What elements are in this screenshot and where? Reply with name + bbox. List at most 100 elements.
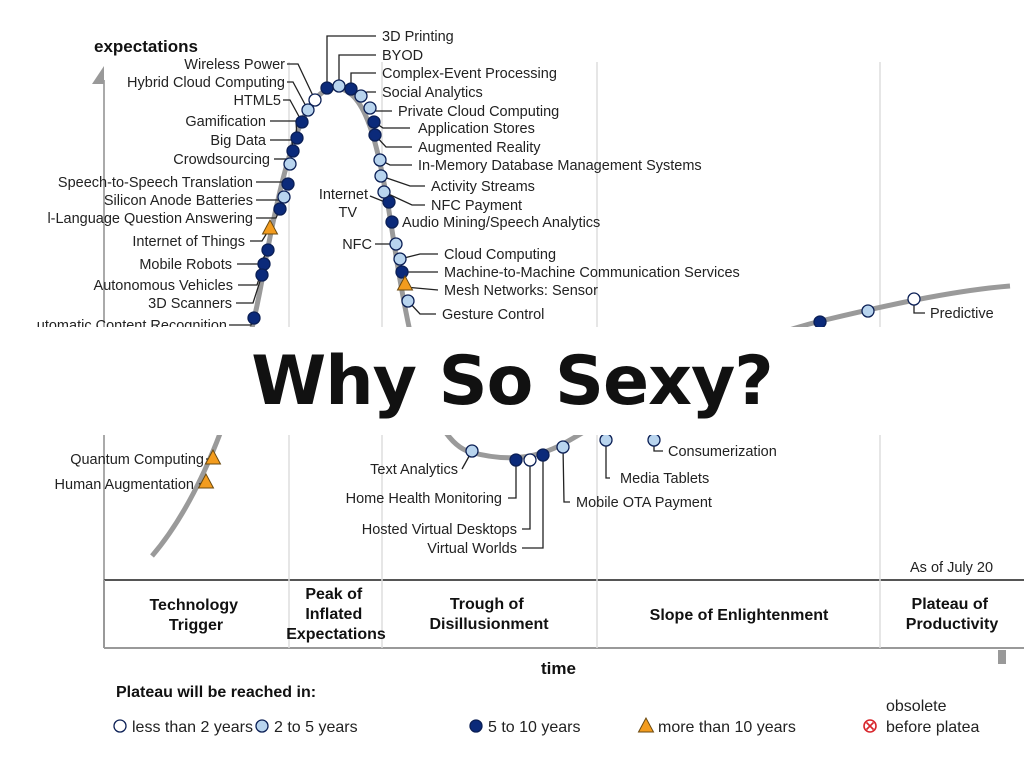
- marker-social-analytics: [354, 89, 368, 103]
- marker-audio-mining-speech-analytics: [385, 215, 399, 229]
- marker-complex-event-processing: [344, 82, 358, 96]
- marker-utomatic-content-recognition: [247, 311, 261, 325]
- label-wireless-power: Wireless Power: [184, 57, 285, 73]
- obsolete-cross-icon: [865, 721, 875, 731]
- dark-legend-icon: [469, 719, 483, 733]
- marker-l-language-question-answering: [273, 202, 287, 216]
- label-gamification: Gamification: [185, 114, 266, 130]
- x-axis-arrow: [998, 650, 1006, 664]
- legend-label: more than 10 years: [658, 719, 796, 736]
- phase-line: Expectations: [286, 626, 386, 643]
- x-axis-label: time: [541, 659, 576, 678]
- marker-autonomous-vehicles: [257, 257, 271, 271]
- legend-items: less than 2 years 2 to 5 years 5 to 10 yea…: [113, 698, 980, 736]
- label-silicon-anode-batteries: Silicon Anode Batteries: [104, 193, 253, 209]
- phase-line: Disillusionment: [429, 616, 549, 633]
- marker-quantum-computing: [204, 448, 222, 465]
- label-cloud-computing: Cloud Computing: [444, 247, 556, 263]
- label-speech-to-speech-translation: Speech-to-Speech Translation: [58, 175, 253, 191]
- label-predictive: Predictive: [930, 306, 994, 322]
- label-mesh-networks-sensor: Mesh Networks: Sensor: [444, 283, 598, 299]
- marker-mobile-robots: [261, 243, 275, 257]
- marker-machine-to-machine-communication-services: [395, 265, 409, 279]
- medium-legend-icon: [255, 719, 269, 733]
- title-banner: Why So Sexy?: [0, 327, 1024, 435]
- leader-lines: [198, 35, 925, 549]
- marker-human-augmentation: [197, 472, 215, 489]
- label-application-stores: Application Stores: [418, 121, 535, 137]
- legend: Plateau will be reached in: less than 2 …: [113, 684, 980, 736]
- phase-line: Plateau of: [912, 596, 989, 613]
- phase-line: Trough of: [450, 596, 524, 613]
- label-human-augmentation: Human Augmentation: [55, 477, 194, 493]
- marker-gamification: [290, 131, 304, 145]
- marker-speech-to-speech-translation: [281, 177, 295, 191]
- marker-virtual-worlds: [536, 448, 550, 462]
- legend-label-line2: before platea: [886, 719, 980, 736]
- label-consumerization: Consumerization: [668, 444, 777, 460]
- marker-3d-scanners: [255, 268, 269, 282]
- marker-silicon-anode-batteries: [277, 190, 291, 204]
- marker-html5: [295, 115, 309, 129]
- label-complex-event-processing: Complex-Event Processing: [382, 66, 557, 82]
- legend-item-triangle: more than 10 years: [637, 716, 796, 736]
- legend-label: 5 to 10 years: [488, 719, 581, 736]
- marker-consumerization: [647, 433, 661, 447]
- marker-byod: [332, 79, 346, 93]
- label-mobile-ota-payment: Mobile OTA Payment: [576, 495, 712, 511]
- label-nfc: NFC: [342, 237, 372, 253]
- marker-nfc-payment: [377, 185, 391, 199]
- label-in-memory-database-management-systems: In-Memory Database Management Systems: [418, 158, 702, 174]
- phase-peak: Peak of Inflated Expectations: [286, 586, 386, 643]
- y-axis-arrow: [92, 66, 104, 84]
- label-audio-mining-speech-analytics: Audio Mining/Speech Analytics: [402, 215, 600, 231]
- light-legend-icon: [113, 719, 127, 733]
- label-machine-to-machine-communication-services: Machine-to-Machine Communication Service…: [444, 265, 740, 281]
- label-l-language-question-answering: l-Language Question Answering: [47, 211, 253, 227]
- phase-trough: Trough of Disillusionment: [429, 596, 549, 633]
- legend-label: obsolete: [886, 698, 947, 715]
- marker-cloud-computing: [393, 252, 407, 266]
- marker-text-analytics: [465, 444, 479, 458]
- label-media-tablets: Media Tablets: [620, 471, 709, 487]
- phase-slope: Slope of Enlightenment: [650, 607, 829, 624]
- marker-application-stores: [367, 115, 381, 129]
- technology-markers: [197, 79, 921, 489]
- y-axis-label: expectations: [94, 37, 198, 56]
- phase-labels: Technology Trigger Peak of Inflated Expe…: [149, 586, 998, 643]
- label-internet-of-things: Internet of Things: [132, 234, 245, 250]
- phase-line: Inflated: [305, 606, 362, 623]
- legend-item-light: less than 2 years: [113, 719, 253, 736]
- phase-technology-trigger: Technology Trigger: [149, 597, 242, 634]
- label-line: Internet: [319, 187, 368, 203]
- marker-wireless-power: [308, 93, 322, 107]
- label-virtual-worlds: Virtual Worlds: [427, 541, 517, 557]
- label-social-analytics: Social Analytics: [382, 85, 483, 101]
- label-3d-printing: 3D Printing: [382, 29, 454, 45]
- marker-3d-printing: [320, 81, 334, 95]
- label-crowdsourcing: Crowdsourcing: [173, 152, 270, 168]
- label-augmented-reality: Augmented Reality: [418, 140, 541, 156]
- phase-plateau: Plateau of Productivity: [906, 596, 999, 633]
- label-home-health-monitoring: Home Health Monitoring: [346, 491, 502, 507]
- axes: expectations time: [92, 37, 1024, 678]
- legend-item-dark: 5 to 10 years: [469, 719, 581, 736]
- marker-mesh-networks-sensor: [396, 274, 414, 291]
- marker-unlabeled-2: [861, 304, 875, 318]
- phase-line: Productivity: [906, 616, 999, 633]
- label-activity-streams: Activity Streams: [431, 179, 535, 195]
- marker-mobile-ota-payment: [556, 440, 570, 454]
- marker-hybrid-cloud-computing: [301, 103, 315, 117]
- label-html5: HTML5: [233, 93, 281, 109]
- label-big-data: Big Data: [210, 133, 267, 149]
- label-hosted-virtual-desktops: Hosted Virtual Desktops: [362, 522, 517, 538]
- banner-title: Why So Sexy?: [251, 341, 774, 421]
- marker-in-memory-database-management-systems: [373, 153, 387, 167]
- marker-big-data: [286, 144, 300, 158]
- marker-gesture-control: [401, 294, 415, 308]
- phase-line: Trigger: [169, 617, 223, 634]
- legend-title: Plateau will be reached in:: [116, 684, 316, 701]
- label-mobile-robots: Mobile Robots: [139, 257, 232, 273]
- phase-line: Slope of Enlightenment: [650, 607, 829, 624]
